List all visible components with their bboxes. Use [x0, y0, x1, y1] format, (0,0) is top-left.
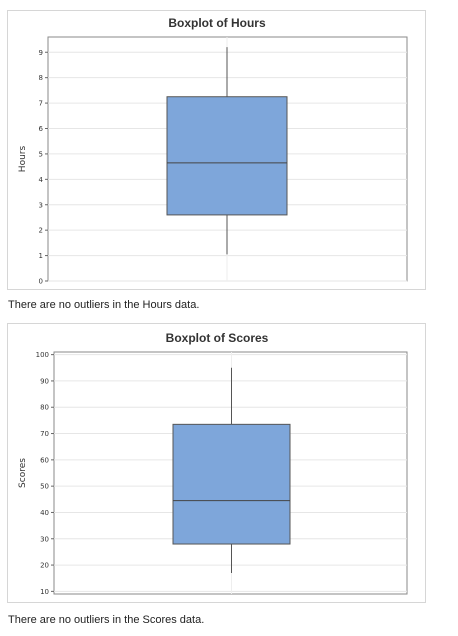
scores-chart-title: Boxplot of Scores [166, 331, 269, 345]
scores-iqr-box [172, 423, 291, 545]
hours-y-tick-label: 3 [39, 201, 43, 209]
hours-outlier-note: There are no outliers in the Hours data. [8, 299, 200, 311]
hours-y-tick-label: 9 [39, 49, 43, 57]
scores-y-tick-label: 70 [40, 430, 49, 438]
scores-y-axis-label: Scores [18, 458, 28, 488]
hours-y-tick-label: 2 [39, 227, 43, 235]
scores-y-tick-label: 80 [40, 404, 49, 412]
scores-chart-panel: Boxplot of Scores 10 20 30 40 50 60 70 80 90 100 Sc… [7, 323, 426, 603]
hours-y-tick-label: 7 [39, 100, 43, 108]
hours-y-axis-label: Hours [18, 146, 28, 173]
scores-y-tick-label: 60 [40, 456, 49, 464]
hours-y-tick-label: 8 [39, 74, 43, 82]
hours-chart-panel: Boxplot of Hours 0 1 2 3 4 5 6 7 8 9 Hours [7, 10, 426, 290]
scores-y-tick-label: 10 [40, 588, 49, 596]
hours-iqr-box [166, 96, 288, 216]
hours-y-tick-label: 6 [39, 125, 44, 133]
scores-y-tick-label: 90 [40, 377, 49, 385]
scores-y-tick-label: 20 [40, 562, 49, 570]
scores-y-tick-label: 30 [40, 535, 49, 543]
hours-y-tick-label: 0 [39, 278, 43, 286]
scores-y-tick-label: 40 [40, 509, 49, 517]
scores-y-tick-label: 100 [36, 351, 49, 359]
scores-outlier-note: There are no outliers in the Scores data… [8, 614, 205, 626]
hours-y-tick-label: 4 [39, 176, 44, 184]
scores-boxplot-svg: Boxplot of Scores 10 20 30 40 50 60 70 80 90 100 Sc… [18, 331, 408, 596]
hours-chart-title: Boxplot of Hours [168, 16, 266, 30]
scores-y-tick-label: 50 [40, 483, 49, 491]
hours-y-tick-label: 5 [39, 150, 43, 158]
hours-y-tick-label: 1 [39, 252, 43, 260]
hours-boxplot-svg: Boxplot of Hours 0 1 2 3 4 5 6 7 8 9 Hours [18, 16, 408, 286]
